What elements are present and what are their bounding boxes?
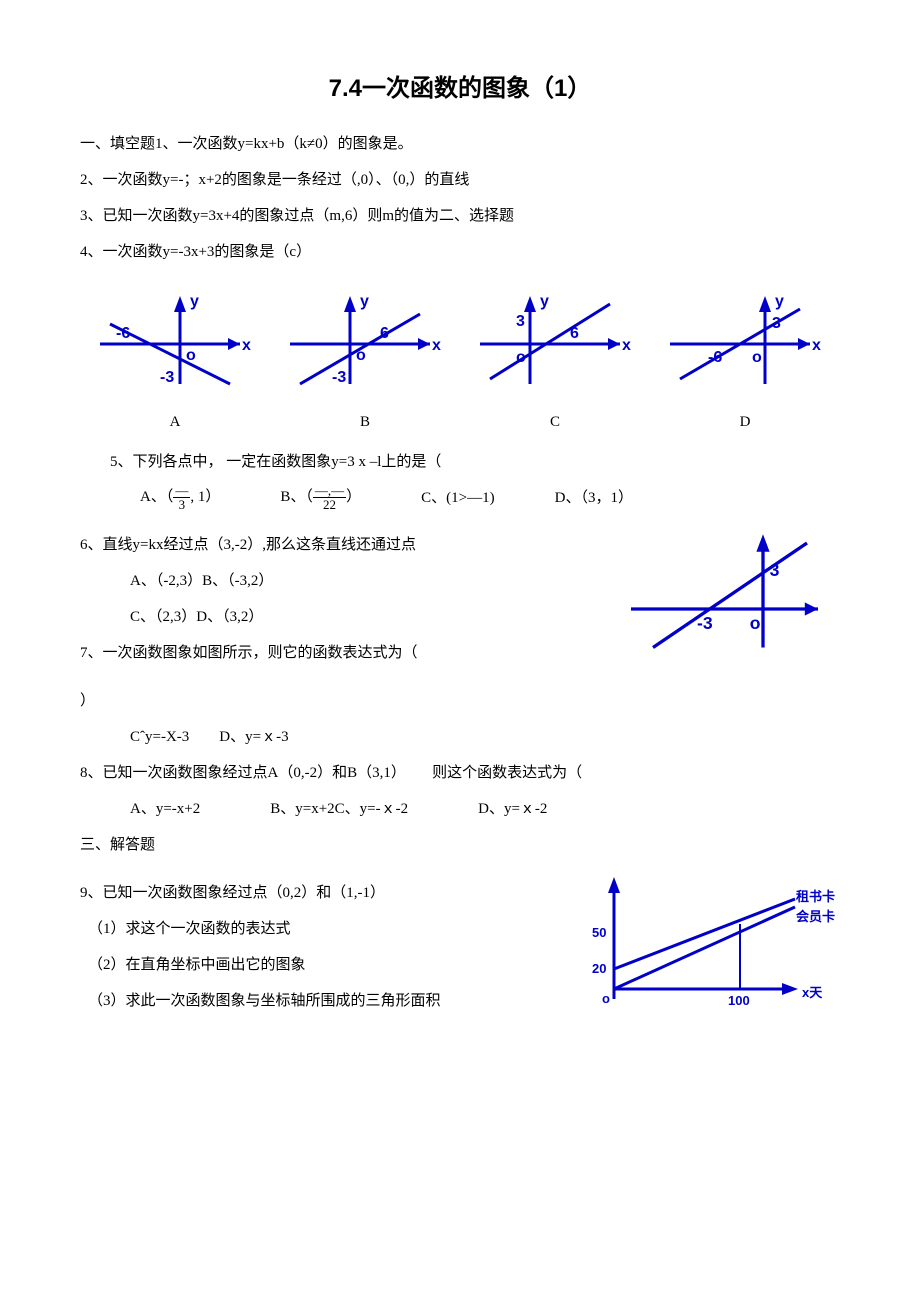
svg-text:100: 100 [728,993,750,1008]
svg-text:y: y [360,293,369,310]
q9-part3: （3）求此一次函数图象与坐标轴所围成的三角形面积 [80,989,580,1013]
svg-text:-3: -3 [160,369,174,386]
q8-opt-d: D、y=ｘ-2 [478,797,547,821]
svg-text:o: o [186,347,196,364]
q5-opt-b: B、（—,—22） [280,484,361,511]
svg-text:o: o [602,991,610,1006]
svg-text:x: x [242,337,251,354]
question-5: 5、下列各点中， 一定在函数图象y=3 x –l上的是（ [80,450,840,474]
svg-text:20: 20 [592,961,606,976]
svg-text:6: 6 [380,325,389,342]
question-1: 一、填空题1、一次函数y=kx+b（k≠0）的图象是。 [80,132,840,156]
q6-opts-ab: A、（-2,3）B、（-3,2） [80,569,620,593]
page-title: 7.4一次函数的图象（1） [80,70,840,108]
q5-options: A、（—3, 1） B、（—,—22） C、(1>—1) D、（3，1） [80,484,840,511]
label-b: B [280,410,450,434]
q5-opt-c: C、(1>—1) [421,486,494,510]
q4-labels: A B C D [80,410,840,434]
svg-text:o: o [516,349,526,366]
q9-part1: （1）求这个一次函数的表达式 [80,917,580,941]
q9-chart: 50 20 o 100 x天 租书卡 会员卡 [580,869,840,1027]
svg-text:x: x [622,337,631,354]
svg-text:3: 3 [516,313,525,330]
label-d: D [660,410,830,434]
q5-opt-d: D、（3，1） [555,486,633,510]
question-6: 6、直线y=kx经过点（3,-2）,那么这条直线还通过点 [80,533,620,557]
q8-opt-a: A、y=-x+2 [130,797,200,821]
svg-text:-6: -6 [116,325,130,342]
svg-text:会员卡: 会员卡 [796,909,835,924]
graph-a: y x o -6 -3 [90,284,260,402]
svg-text:o: o [750,613,761,633]
question-4: 4、一次函数y=-3x+3的图象是（c） [80,240,840,264]
svg-text:x: x [812,337,821,354]
svg-text:-3: -3 [697,613,713,633]
question-8: 8、已知一次函数图象经过点A（0,-2）和B（3,1） 则这个函数表达式为（ [80,761,840,785]
svg-text:x: x [432,337,441,354]
q5-opt-a: A、（—3, 1） [140,484,220,511]
svg-text:3: 3 [770,560,780,580]
graph-d: y x o -6 3 [660,284,830,402]
question-7: 7、一次函数图象如图所示，则它的函数表达式为（ [80,641,620,665]
graph-b: y x o 6 -3 [280,284,450,402]
svg-text:y: y [190,293,199,310]
q9-part2: （2）在直角坐标中画出它的图象 [80,953,580,977]
q7-figure: o -3 3 [620,521,840,661]
q8-opt-bc: B、y=x+2C、y=-ｘ-2 [270,797,408,821]
svg-text:o: o [356,347,366,364]
q8-options: A、y=-x+2 B、y=x+2C、y=-ｘ-2 D、y=ｘ-2 [80,797,840,821]
svg-text:3: 3 [772,315,781,332]
svg-text:租书卡: 租书卡 [796,889,835,904]
question-3: 3、已知一次函数y=3x+4的图象过点（m,6）则m的值为二、选择题 [80,204,840,228]
svg-text:-3: -3 [332,369,346,386]
question-2: 2、一次函数y=-；x+2的图象是一条经过（,0）、（0,）的直线 [80,168,840,192]
q6-opts-cd: C、（2,3）D、（3,2） [80,605,620,629]
graph-c: y x o 3 6 [470,284,640,402]
svg-text:x天: x天 [802,985,823,1000]
svg-text:6: 6 [570,325,579,342]
svg-text:o: o [752,349,762,366]
svg-text:-6: -6 [708,349,722,366]
question-9: 9、已知一次函数图象经过点（0,2）和（1,-1） [80,881,580,905]
svg-text:50: 50 [592,925,606,940]
label-c: C [470,410,640,434]
svg-text:y: y [540,293,549,310]
q4-graphs-row: y x o -6 -3 y x o 6 -3 [80,284,840,402]
svg-text:y: y [775,293,784,310]
section-3: 三、解答题 [80,833,840,857]
q7-close: ） [80,689,840,713]
label-a: A [90,410,260,434]
q7-opts-cd: Cˆy=-X-3 D、y=ｘ-3 [80,725,840,749]
